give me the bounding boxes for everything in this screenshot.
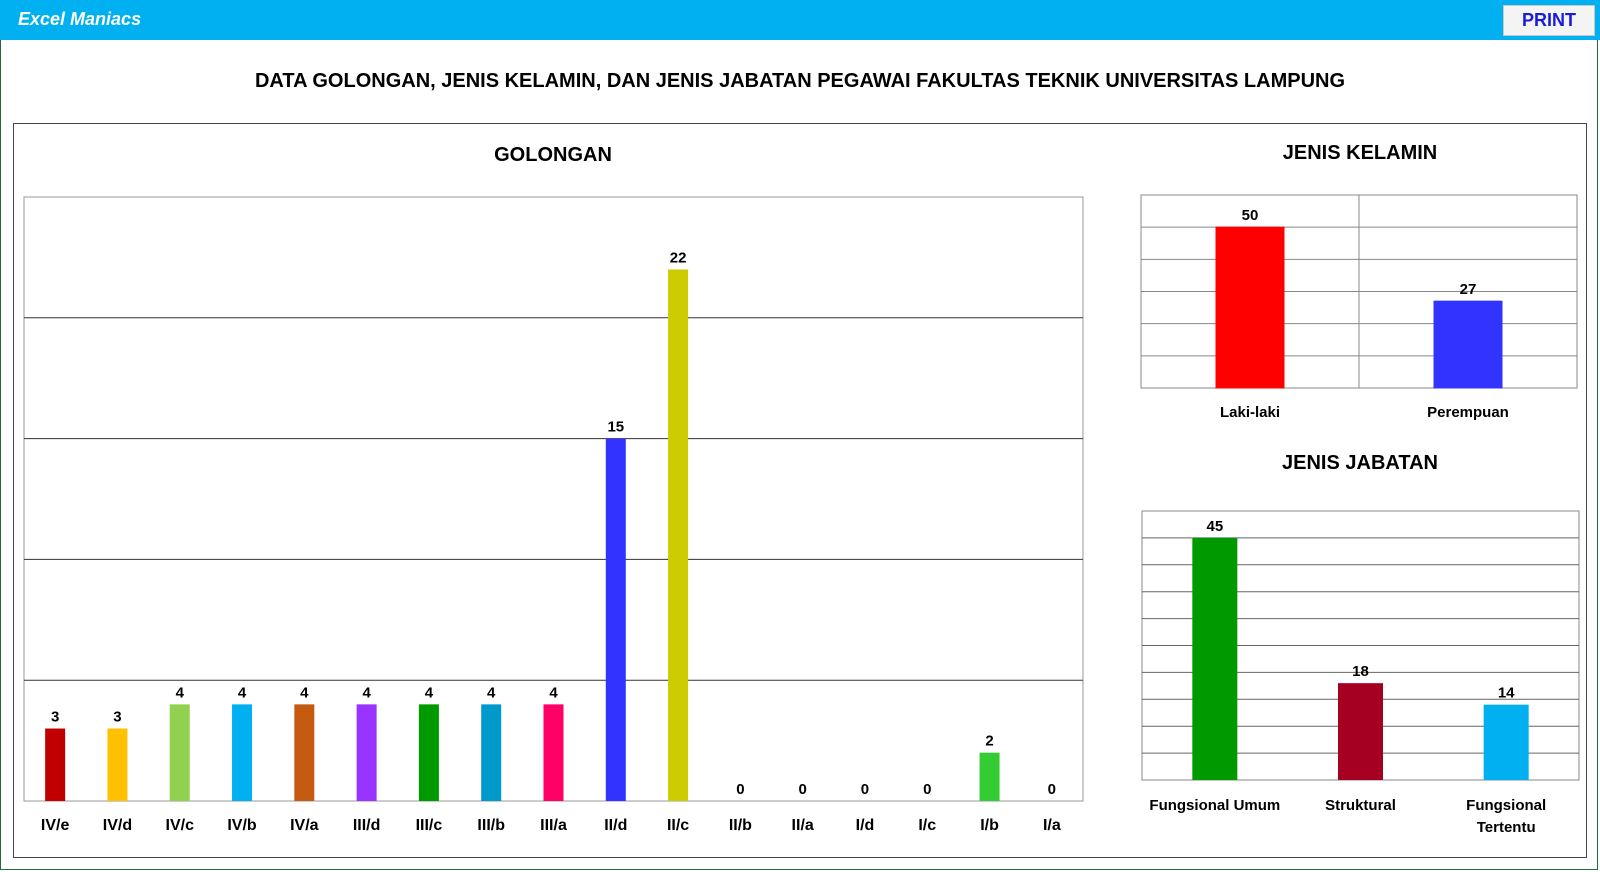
category-label-iv-c: IV/c xyxy=(166,817,195,834)
bar-iv-c xyxy=(169,704,190,801)
bar-iv-d xyxy=(107,728,128,801)
category-label-fungsional-tertentu: Fungsional Tertentu xyxy=(1466,797,1546,836)
category-label-iii-a: III/a xyxy=(540,817,567,834)
bar-fungsional-umum xyxy=(1192,537,1238,780)
category-label-iv-e: IV/e xyxy=(41,817,70,834)
data-label-iv-d: 3 xyxy=(113,709,121,726)
data-label-iv-e: 3 xyxy=(51,709,59,726)
bar-laki-laki xyxy=(1215,226,1285,389)
data-label-iii-a: 4 xyxy=(549,684,558,701)
chart-title-jenis-kelamin: JENIS KELAMIN xyxy=(1282,142,1438,164)
data-label-iii-c: 4 xyxy=(425,684,434,701)
dashboard-panel xyxy=(13,123,1587,858)
category-label-i-c: I/c xyxy=(918,817,936,834)
data-label-fungsional-tertentu: 14 xyxy=(1498,685,1515,702)
data-label-iv-c: 4 xyxy=(176,684,185,701)
bar-i-b xyxy=(979,752,1000,801)
category-label-laki-laki: Laki-laki xyxy=(1220,404,1280,421)
data-label-i-c: 0 xyxy=(923,781,931,798)
category-label-perempuan: Perempuan xyxy=(1427,404,1509,421)
bar-iv-e xyxy=(45,728,66,801)
page-title: DATA GOLONGAN, JENIS KELAMIN, DAN JENIS … xyxy=(254,70,1346,92)
data-label-i-d: 0 xyxy=(861,781,869,798)
category-label-fungsional-umum: Fungsional Umum xyxy=(1149,797,1280,814)
data-label-i-a: 0 xyxy=(1048,781,1056,798)
data-label-iv-b: 4 xyxy=(238,684,247,701)
data-label-ii-c: 22 xyxy=(670,249,687,266)
bar-struktural xyxy=(1338,683,1383,780)
data-label-iii-d: 4 xyxy=(362,684,371,701)
bar-iii-c xyxy=(418,704,439,801)
data-label-struktural: 18 xyxy=(1352,663,1369,680)
category-label-iii-c: III/c xyxy=(416,817,443,834)
bar-iv-a xyxy=(294,704,315,801)
category-label-ii-c: II/c xyxy=(667,817,689,834)
data-label-iv-a: 4 xyxy=(300,684,309,701)
data-label-iii-b: 4 xyxy=(487,684,496,701)
chart-title-jenis-jabatan: JENIS JABATAN xyxy=(1282,452,1438,474)
top-bar: Excel Maniacs PRINT xyxy=(0,0,1600,40)
bar-iii-a xyxy=(543,704,564,801)
data-label-perempuan: 27 xyxy=(1460,281,1477,298)
category-label-struktural: Struktural xyxy=(1325,797,1396,814)
bar-iii-d xyxy=(356,704,377,801)
bar-ii-d xyxy=(605,438,626,801)
data-label-laki-laki: 50 xyxy=(1242,207,1259,224)
bar-iv-b xyxy=(232,704,253,801)
chart-title-golongan: GOLONGAN xyxy=(494,144,612,166)
bar-iii-b xyxy=(481,704,502,801)
data-label-fungsional-umum: 45 xyxy=(1206,518,1223,535)
bar-ii-c xyxy=(668,269,689,802)
category-label-i-b: I/b xyxy=(980,817,999,834)
data-label-ii-d: 15 xyxy=(607,419,624,436)
category-label-iv-b: IV/b xyxy=(227,817,257,834)
data-label-i-b: 2 xyxy=(985,733,993,750)
category-label-ii-d: II/d xyxy=(604,817,627,834)
print-button[interactable]: PRINT xyxy=(1503,5,1595,36)
data-label-ii-a: 0 xyxy=(799,781,807,798)
category-label-iii-b: III/b xyxy=(477,817,505,834)
category-label-ii-a: II/a xyxy=(792,817,814,834)
category-label-iii-d: III/d xyxy=(353,817,381,834)
data-label-ii-b: 0 xyxy=(736,781,744,798)
bar-perempuan xyxy=(1433,300,1503,389)
bar-fungsional-tertentu xyxy=(1483,704,1529,780)
plot-area xyxy=(23,196,1084,802)
category-label-iv-a: IV/a xyxy=(290,817,319,834)
category-label-i-a: I/a xyxy=(1043,817,1061,834)
app-title: Excel Maniacs xyxy=(18,9,142,29)
category-label-ii-b: II/b xyxy=(729,817,752,834)
category-label-iv-d: IV/d xyxy=(103,817,132,834)
category-label-i-d: I/d xyxy=(856,817,875,834)
